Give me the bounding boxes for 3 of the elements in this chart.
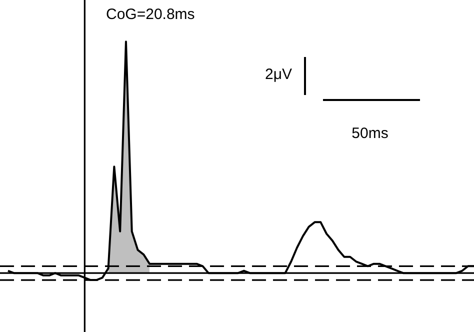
text: CoG=20.8ms: [106, 6, 195, 24]
annotation: 2μV: [265, 66, 292, 84]
annotation: 50ms: [352, 125, 388, 142]
